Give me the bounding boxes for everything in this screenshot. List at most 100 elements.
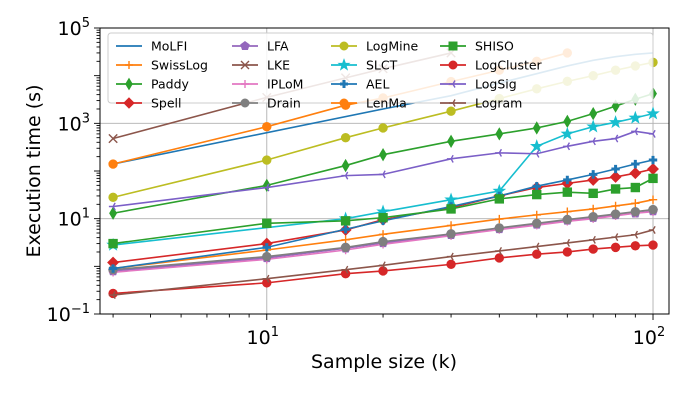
legend-label: SHISO [475,39,514,54]
data-point [588,244,598,254]
data-point [588,235,596,244]
legend-label: Paddy [151,77,190,92]
x-tick-label: 102 [633,325,665,349]
data-point [378,266,388,276]
data-point [125,77,133,91]
data-point [532,189,542,200]
data-point [563,207,572,216]
data-point [378,261,386,270]
data-point [563,175,572,185]
data-point [108,192,118,203]
data-point [611,164,620,174]
data-point [262,155,272,165]
data-point [586,119,600,133]
series-line [112,92,654,215]
data-point [560,126,575,140]
data-point [378,236,388,247]
data-point [339,98,349,108]
data-point [532,242,540,251]
data-point [495,148,503,157]
data-point [262,121,272,132]
data-point [648,225,656,234]
data-point [446,204,456,214]
data-point [341,235,350,245]
legend-item-spell: Spell [116,96,182,111]
legend-item-logmine: LogMine [331,39,419,54]
data-point [630,182,641,193]
data-point [240,40,250,51]
legend-label: Logram [475,96,522,111]
y-tick-label: 101 [58,207,90,231]
data-point [494,223,505,233]
legend-label: LogSig [475,77,517,92]
data-point [648,155,658,165]
data-point [446,259,456,270]
data-point [444,192,458,206]
data-point [108,291,116,300]
data-point [532,181,541,191]
legend-item-iplom: IPLoM [232,77,303,92]
data-point [262,218,272,228]
series-paddy [109,86,657,220]
data-point [341,265,349,274]
data-point [611,201,620,211]
data-point [609,170,622,183]
data-point [108,159,118,169]
data-point [495,127,504,141]
y-tick-label: 10−1 [47,302,90,326]
legend-item-lfa: LFA [232,39,289,54]
data-point [589,106,598,121]
data-point [532,210,541,220]
data-point [495,214,504,224]
data-point [262,183,270,192]
data-point [588,204,598,214]
data-point [610,242,621,253]
data-point [340,132,351,143]
legend-item-shiso: SHISO [440,39,514,54]
legend-frame [107,32,654,104]
data-point [611,233,619,242]
data-point [340,80,348,88]
legend-item-paddy: Paddy [116,77,190,92]
data-point [631,199,640,208]
data-point [339,41,349,51]
y-axis-title: Execution time (s) [23,85,45,258]
data-point [631,230,639,239]
legend-item-lke: LKE [232,58,290,73]
series-logsig [108,127,656,211]
data-point [562,247,573,257]
data-point [587,173,600,186]
data-point [648,240,658,250]
data-point [563,238,571,247]
data-point [588,188,598,199]
data-point [449,80,456,88]
data-point [630,207,641,217]
data-point [610,209,621,219]
data-point [337,58,351,71]
series-line [112,229,654,296]
data-point [449,99,456,107]
data-point [240,60,250,70]
data-point [631,159,640,169]
y-tick-label: 103 [58,111,90,135]
x-axis-title: Sample size (k) [311,351,457,373]
legend-label: LogCluster [475,58,543,73]
data-point [340,242,351,253]
data-point [562,214,573,225]
data-point [341,158,350,173]
data-point [562,187,573,197]
legend-label: LFA [267,39,289,54]
legend-item-drain: Drain [232,96,301,111]
series-slct [106,106,660,251]
data-point [378,123,388,133]
data-point [611,134,619,143]
legend-label: SwissLog [151,58,208,73]
data-point [629,167,642,180]
legend-item-slct: SLCT [331,58,398,73]
legend-label: Drain [267,96,301,111]
data-point [494,253,505,263]
legend: MoLFI SwissLog Paddy Spell LFA LKE IPLoM Drain L… [107,32,654,111]
legend-item-logsig: LogSig [440,77,517,92]
data-point [378,170,386,179]
data-point [494,194,505,204]
